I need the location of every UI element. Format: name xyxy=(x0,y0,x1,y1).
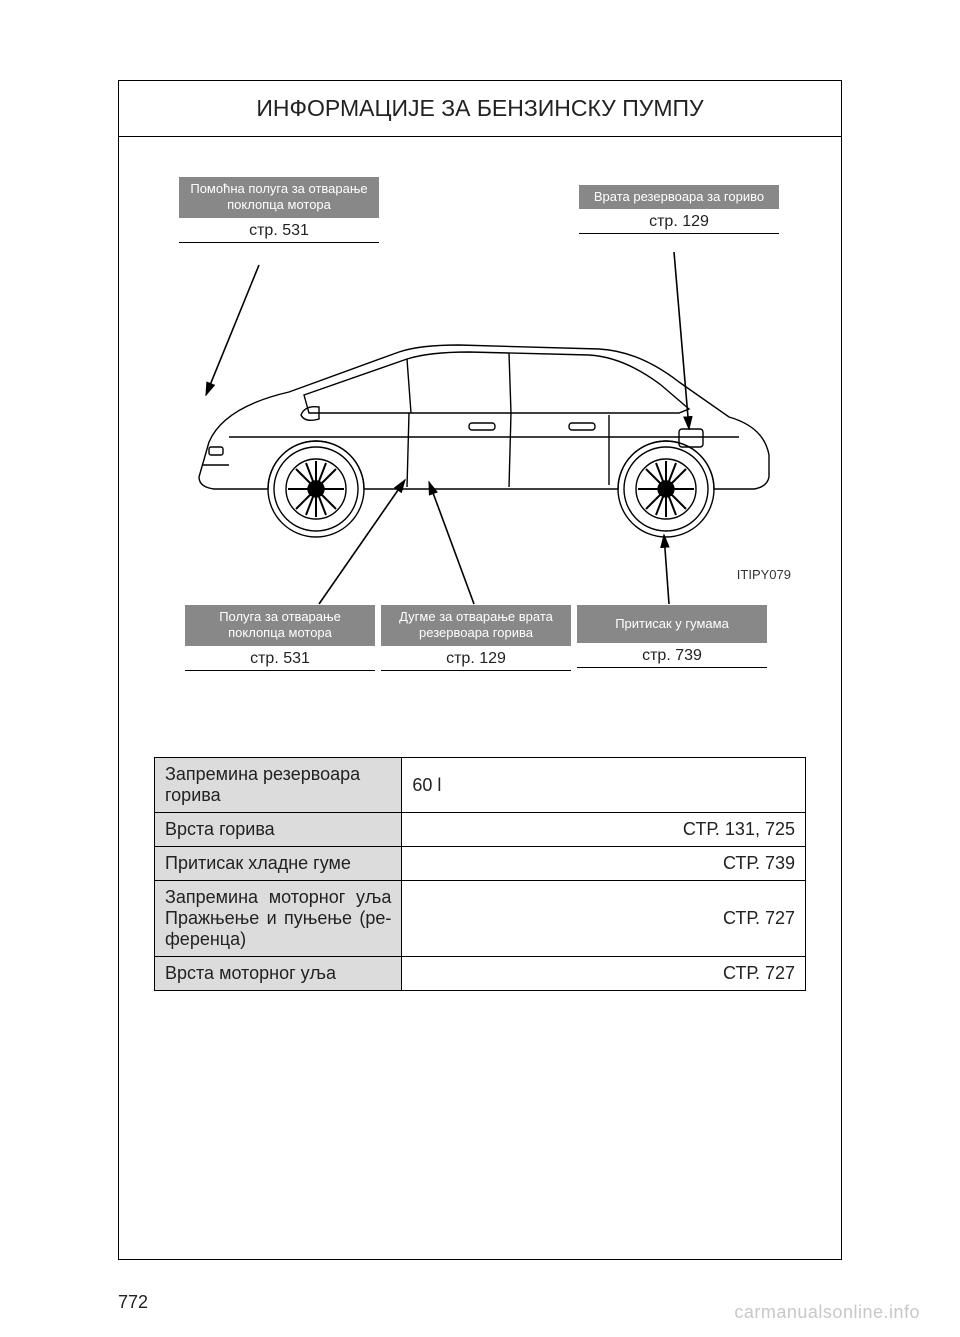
spec-value: СТР. 727 xyxy=(402,881,806,957)
spec-label: Врста горива xyxy=(155,813,402,847)
spec-value: СТР. 131, 725 xyxy=(402,813,806,847)
table-row: Врста моторног уља СТР. 727 xyxy=(155,957,806,991)
page-title: ИНФОРМАЦИЈЕ ЗА БЕНЗИНСКУ ПУМПУ xyxy=(119,81,841,137)
spec-value: СТР. 727 xyxy=(402,957,806,991)
spec-value: СТР. 739 xyxy=(402,847,806,881)
table-row: Притисак хладне гуме СТР. 739 xyxy=(155,847,806,881)
page-number: 772 xyxy=(118,1292,148,1313)
callout-arrows xyxy=(119,137,843,737)
diagram-area: Помоћна полуга за отварање поклопца мото… xyxy=(119,137,841,737)
spec-value: 60 l xyxy=(402,758,806,813)
watermark: carmanualsonline.info xyxy=(734,1302,920,1323)
spec-label: Притисак хладне гуме xyxy=(155,847,402,881)
table-row: Запремина резервоара горива 60 l xyxy=(155,758,806,813)
spec-table-body: Запремина резервоара горива 60 l Врста г… xyxy=(155,758,806,991)
page-frame: ИНФОРМАЦИЈЕ ЗА БЕНЗИНСКУ ПУМПУ Помоћна п… xyxy=(118,80,842,1260)
spec-label: Запремина резервоара горива xyxy=(155,758,402,813)
spec-label: Запремина моторног уља Пражњење и пуњење… xyxy=(155,881,402,957)
table-row: Запремина моторног уља Пражњење и пуњење… xyxy=(155,881,806,957)
table-row: Врста горива СТР. 131, 725 xyxy=(155,813,806,847)
spec-table: Запремина резервоара горива 60 l Врста г… xyxy=(154,757,806,991)
spec-label: Врста моторног уља xyxy=(155,957,402,991)
